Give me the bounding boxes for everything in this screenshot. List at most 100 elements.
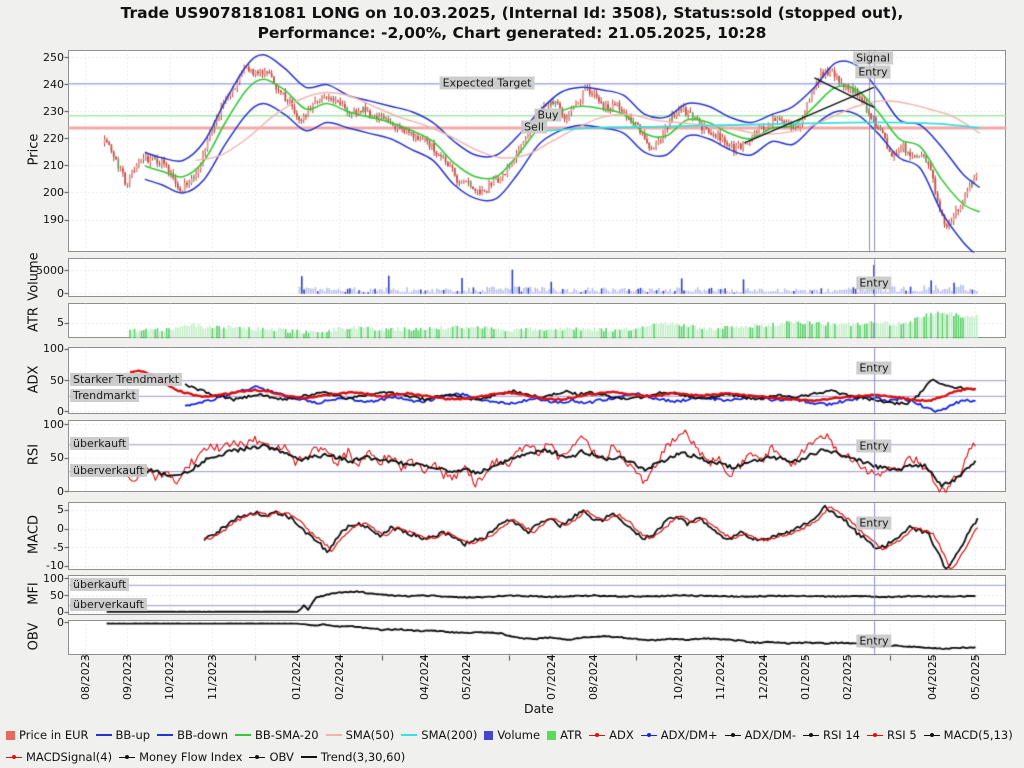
y-tick-label: 0 bbox=[57, 605, 64, 619]
x-tick-label: 09/2023 bbox=[120, 654, 134, 700]
x-tick-label: 12/2024 bbox=[756, 654, 770, 700]
y-tick-label: 5000 bbox=[36, 263, 64, 277]
x-tick-label: 07/2024 bbox=[544, 654, 558, 700]
legend-label: RSI 14 bbox=[823, 728, 860, 742]
y-tick-label: 5 bbox=[57, 316, 64, 330]
annotation-trendmarkt: Trendmarkt bbox=[70, 388, 139, 402]
annotation-entry-macd: Entry bbox=[856, 516, 892, 530]
rsi-14-legend-marker-icon bbox=[803, 731, 819, 740]
legend-label: MACDSignal(4) bbox=[26, 750, 113, 764]
x-tick-label: 04/2024 bbox=[417, 654, 431, 700]
annotation-ueberverkauft: überverkauft bbox=[70, 464, 147, 478]
legend-label: BB-up bbox=[115, 728, 151, 742]
y-tick-label: 0 bbox=[57, 615, 64, 629]
legend-item: SMA(50) bbox=[325, 728, 394, 742]
bb-up-legend-marker-icon bbox=[95, 734, 112, 736]
legend-item: Trend(3,30,60) bbox=[300, 750, 406, 764]
x-tick-label: 08/2024 bbox=[587, 654, 601, 700]
legend-label: ADX bbox=[609, 728, 634, 742]
legend-label: ADX/DM+ bbox=[660, 728, 718, 742]
bb-down-legend-marker-icon bbox=[157, 734, 174, 736]
axis-title-obv: OBV bbox=[26, 622, 42, 650]
rsi-5-legend-marker-icon bbox=[866, 731, 883, 740]
legend-item: OBV bbox=[249, 750, 294, 764]
legend-item: Volume bbox=[484, 728, 540, 742]
x-axis-title: Date bbox=[524, 701, 554, 716]
legend-item: RSI 14 bbox=[803, 728, 860, 742]
y-tick-label: 50 bbox=[50, 588, 64, 602]
sma-200--legend-marker-icon bbox=[401, 734, 418, 736]
legend-item: BB-SMA-20 bbox=[235, 728, 319, 742]
x-tick-label: 01/2024 bbox=[290, 654, 304, 700]
legend-item: BB-up bbox=[95, 728, 151, 742]
annotation-entry-obv: Entry bbox=[856, 634, 892, 648]
y-tick-label: 0 bbox=[57, 522, 64, 536]
legend-item: Money Flow Index bbox=[119, 750, 242, 764]
legend-item: BB-down bbox=[157, 728, 228, 742]
legend-label: BB-SMA-20 bbox=[255, 728, 319, 742]
y-tick-label: 5 bbox=[57, 503, 64, 517]
legend-item: MACD(5,13) bbox=[923, 728, 1013, 742]
y-tick-label: 100 bbox=[43, 342, 64, 356]
y-tick-label: 230 bbox=[43, 104, 64, 118]
x-tick-label: 11/2024 bbox=[714, 654, 728, 700]
annotation-entry-price: Entry bbox=[855, 65, 891, 79]
sma-50--legend-marker-icon bbox=[325, 734, 342, 736]
macdsignal-4--legend-marker-icon bbox=[6, 753, 22, 762]
x-tick-label: 08/2023 bbox=[78, 654, 92, 700]
legend-label: Trend(3,30,60) bbox=[320, 750, 406, 764]
legend-item: ADX bbox=[589, 728, 634, 742]
y-tick-label: 220 bbox=[43, 131, 64, 145]
y-tick-label: -10 bbox=[46, 559, 64, 573]
y-tick-label: 100 bbox=[43, 417, 64, 431]
legend-row: Price in EUR BB-up BB-down BB-SMA-20 SMA(50)… bbox=[6, 724, 1020, 746]
x-tick-label: 01/2025 bbox=[798, 654, 812, 700]
y-tick-label: 0 bbox=[57, 286, 64, 300]
annotation-ueberkauft: überkauft bbox=[70, 437, 130, 451]
y-tick-label: 200 bbox=[43, 185, 64, 199]
adx-legend-marker-icon bbox=[589, 731, 606, 740]
macd-5-13--legend-marker-icon bbox=[923, 731, 940, 740]
axis-title-price: Price bbox=[26, 133, 42, 166]
legend-label: BB-down bbox=[177, 728, 229, 742]
x-tick-label: 10/2024 bbox=[671, 654, 685, 700]
y-tick-label: 210 bbox=[43, 158, 64, 172]
volume-legend-marker-icon bbox=[484, 730, 494, 740]
y-tick-label: 50 bbox=[50, 373, 64, 387]
x-tick-label: 05/2025 bbox=[968, 654, 982, 700]
legend: Price in EUR BB-up BB-down BB-SMA-20 SMA(50)… bbox=[6, 724, 1020, 768]
x-tick-label: 10/2023 bbox=[163, 654, 177, 700]
y-tick-label: 240 bbox=[43, 77, 64, 91]
legend-label: OBV bbox=[269, 750, 294, 764]
x-tick-label: 02/2025 bbox=[841, 654, 855, 700]
bb-sma-20-legend-marker-icon bbox=[235, 734, 252, 736]
legend-label: RSI 5 bbox=[886, 728, 917, 742]
annotation-entry-volume: Entry bbox=[856, 276, 892, 290]
y-tick-label: 250 bbox=[43, 50, 64, 64]
y-tick-label: -5 bbox=[53, 540, 64, 554]
legend-row: MACDSignal(4) Money Flow Index OBV Trend(3,… bbox=[6, 746, 1020, 768]
y-tick-label: 0 bbox=[57, 404, 64, 418]
annotation-starker_trendmarkt: Starker Trendmarkt bbox=[70, 373, 183, 387]
annotation-ueberverkauft: überverkauft bbox=[70, 598, 147, 612]
annotation-signal: Signal bbox=[853, 51, 893, 65]
legend-label: Volume bbox=[497, 728, 541, 742]
money-flow-index-legend-marker-icon bbox=[119, 753, 136, 762]
legend-item: RSI 5 bbox=[866, 728, 917, 742]
x-tick-label: 11/2023 bbox=[205, 654, 219, 700]
x-tick-label: 02/2024 bbox=[332, 654, 346, 700]
legend-item: ATR bbox=[547, 728, 582, 742]
legend-item: Price in EUR bbox=[6, 728, 89, 742]
adx-dm--legend-marker-icon bbox=[640, 731, 657, 740]
legend-label: Money Flow Index bbox=[139, 750, 243, 764]
annotation-entry-adx: Entry bbox=[856, 361, 892, 375]
legend-item: ADX/DM+ bbox=[640, 728, 718, 742]
y-tick-label: 0 bbox=[57, 484, 64, 498]
annotation-ueberkauft: überkauft bbox=[70, 577, 130, 591]
annotation-buy: Buy bbox=[534, 108, 562, 122]
annotation-sell: Sell bbox=[521, 120, 547, 134]
annotation-expected_target: Expected Target bbox=[439, 76, 535, 90]
legend-item: MACDSignal(4) bbox=[6, 750, 112, 764]
y-tick-label: 50 bbox=[50, 451, 64, 465]
x-tick-label: 05/2024 bbox=[459, 654, 473, 700]
